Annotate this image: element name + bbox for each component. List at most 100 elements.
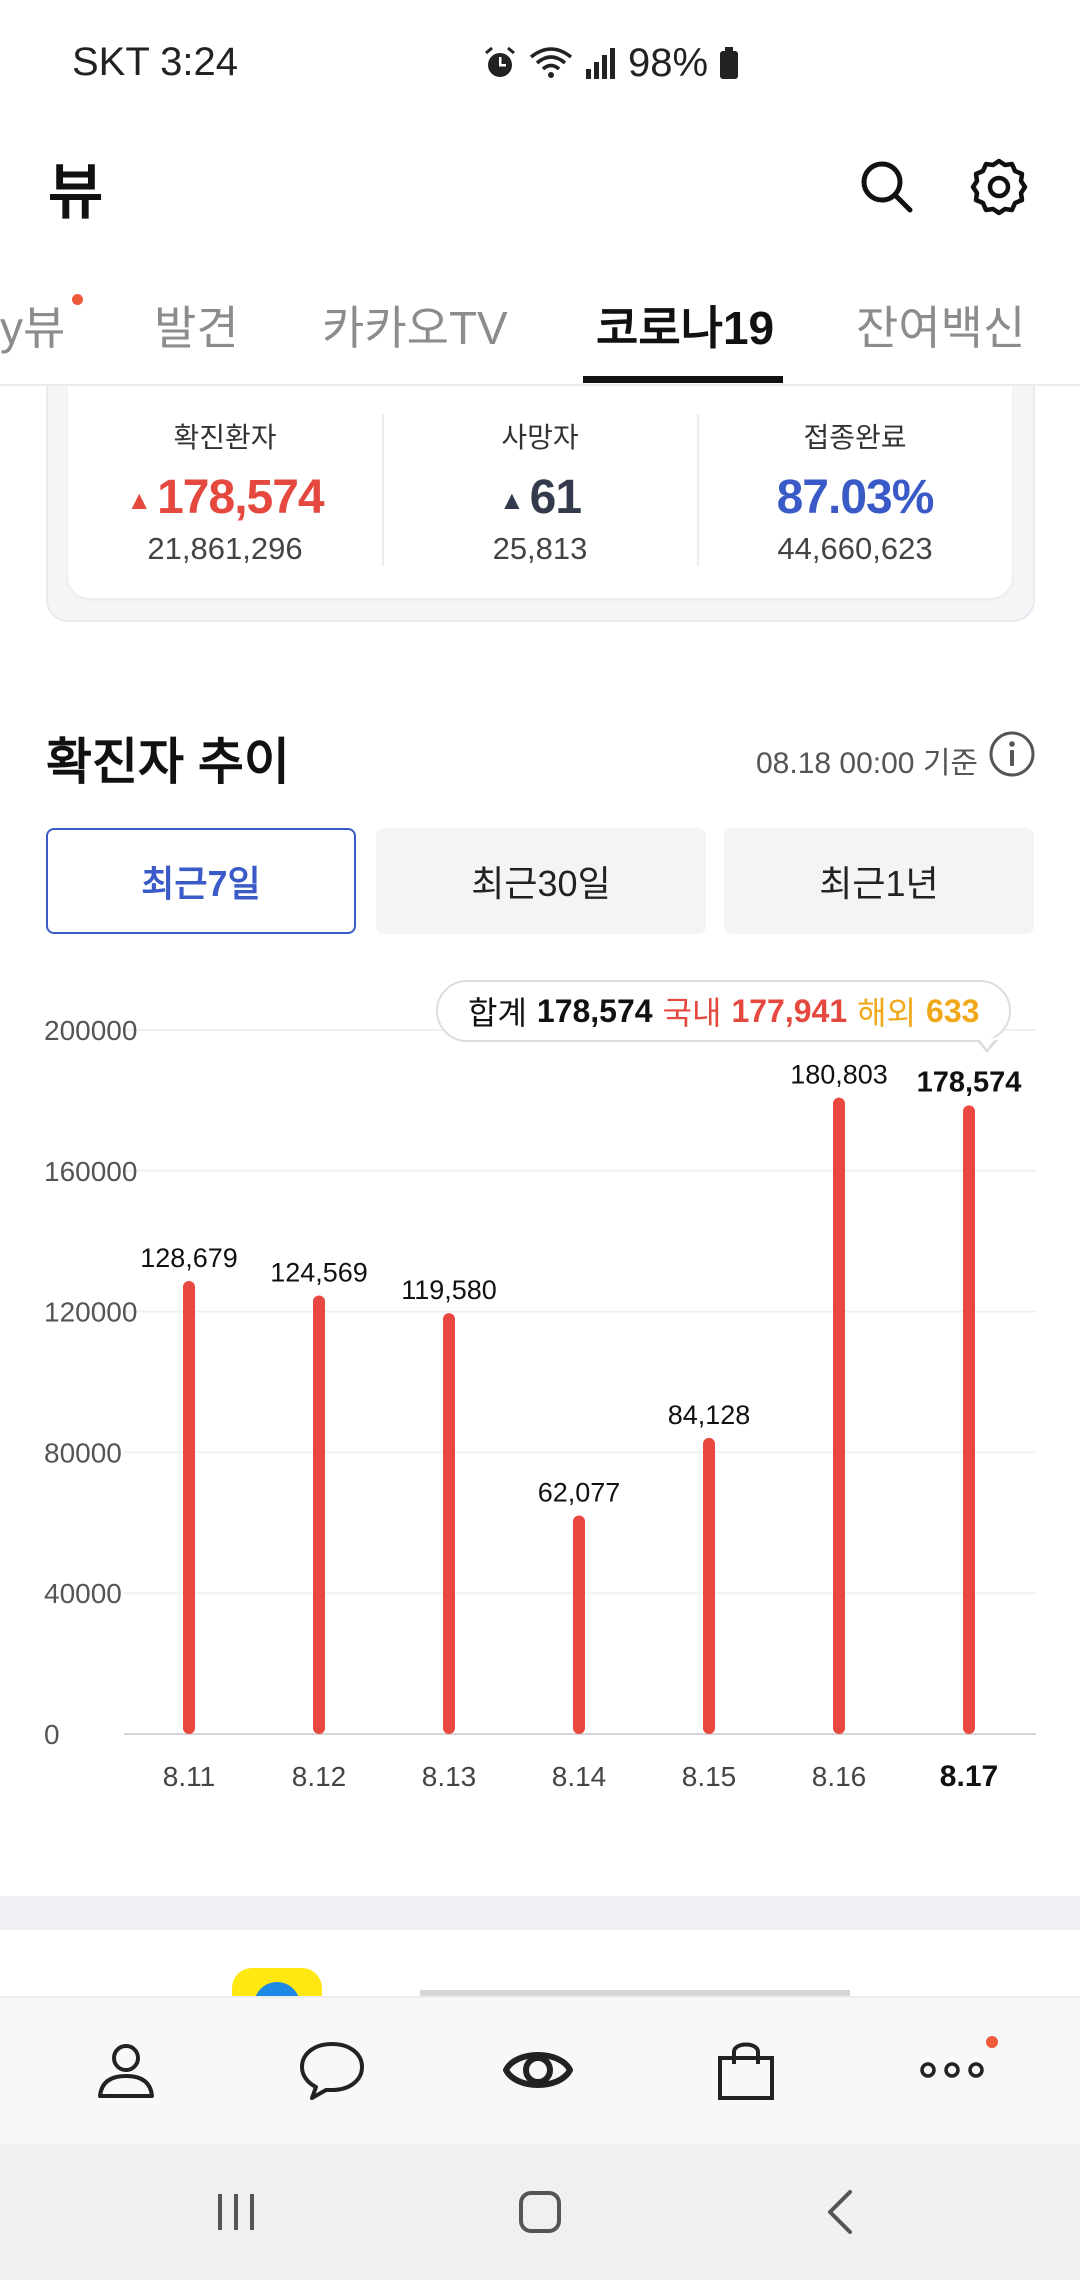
chart-tooltip: 합계 178,574 국내 177,941 해외 633 [436, 980, 1012, 1042]
active-tab-indicator [583, 376, 783, 383]
stat-deaths-label: 사망자 [501, 422, 579, 453]
y-tick-label: 200000 [44, 1015, 137, 1046]
range-30days-button[interactable]: 최근30일 [376, 828, 706, 934]
stat-confirmed-value: 178,574 [157, 471, 325, 524]
section-title: 확진자 추이 [46, 734, 290, 790]
range-1year-button[interactable]: 최근1년 [724, 828, 1034, 934]
search-icon [861, 161, 913, 213]
stats-card: 확진환자 ▲ 178,574 21,861,296 사망자 ▲ 61 25,813 … [68, 386, 1012, 598]
nav-view[interactable] [502, 2034, 574, 2106]
peek-text-placeholder [420, 1990, 850, 1996]
stat-deaths-value: 61 [529, 471, 582, 524]
search-button[interactable] [852, 152, 922, 222]
tooltip-overseas-value: 633 [926, 992, 980, 1029]
tooltip-pointer-inner [978, 1038, 996, 1049]
stat-vaccinated-total: 44,660,623 [777, 531, 933, 566]
y-tick-label: 120000 [44, 1297, 137, 1328]
confirmed-trend-chart: 0 40000 80000 120000 160000 200000 128,679 8.11… [44, 1015, 1036, 1793]
section-separator [0, 1896, 1080, 1930]
tooltip-overseas-label: 해외 [857, 995, 917, 1031]
back-button[interactable] [812, 2182, 872, 2242]
home-button[interactable] [510, 2182, 570, 2242]
back-icon [828, 2190, 852, 2234]
info-icon [989, 731, 1035, 777]
stat-divider [382, 414, 384, 566]
app-logo-icon [232, 1968, 322, 1996]
profile-icon [98, 2044, 154, 2098]
chart-bar [313, 1295, 325, 1734]
tab-remaining-vaccine[interactable]: 잔여백신 [856, 302, 1026, 354]
data-label: 119,580 [401, 1275, 497, 1305]
data-label: 180,803 [790, 1060, 888, 1090]
range-7days-button[interactable]: 최근7일 [46, 828, 356, 934]
data-label: 124,569 [270, 1258, 368, 1288]
x-tick-label: 8.11 [163, 1761, 215, 1792]
app-logo-mark [254, 1982, 300, 1996]
recent-apps-button[interactable] [206, 2182, 266, 2242]
x-tick-label: 8.17 [940, 1760, 998, 1793]
data-label: 62,077 [538, 1477, 621, 1507]
app-header: 뷰 [0, 126, 1080, 250]
stat-deaths-value-row: ▲ 61 [383, 470, 697, 525]
stat-confirmed-label: 확진환자 [173, 422, 277, 453]
tab-my-view[interactable]: y뷰 [0, 302, 66, 354]
stat-vaccinated-value: 87.03% [776, 471, 935, 524]
nav-chats[interactable] [296, 2034, 368, 2106]
up-arrow-icon: ▲ [126, 484, 152, 515]
nav-friends[interactable] [90, 2034, 162, 2106]
chat-icon [300, 2042, 364, 2100]
up-arrow-icon: ▲ [498, 484, 525, 515]
chart-bar [703, 1437, 715, 1734]
view-icon [503, 2052, 573, 2088]
tab-kakaotv[interactable]: 카카오TV [322, 302, 508, 354]
stat-confirmed-value-row: ▲ 178,574 [68, 470, 382, 525]
settings-button[interactable] [964, 152, 1034, 222]
x-tick-label: 8.14 [552, 1761, 607, 1792]
recent-apps-icon [218, 2194, 254, 2230]
chart-bar [443, 1313, 455, 1734]
next-card-peek[interactable] [0, 1930, 1080, 1996]
tooltip-total-value: 178,574 [536, 992, 653, 1029]
stat-confirmed-total: 21,861,296 [147, 531, 303, 566]
tooltip-total-label: 합계 [468, 995, 527, 1031]
info-button[interactable] [988, 730, 1036, 778]
wifi-icon [529, 47, 573, 78]
stat-divider [697, 414, 699, 566]
page-title: 뷰 [48, 159, 104, 226]
y-tick-label: 0 [44, 1719, 60, 1750]
stat-confirmed: 확진환자 ▲ 178,574 21,861,296 [68, 416, 382, 567]
stat-deaths: 사망자 ▲ 61 25,813 [383, 416, 697, 567]
new-badge-dot [72, 294, 83, 305]
notification-dot [986, 2036, 998, 2048]
status-carrier-time: SKT 3:24 [72, 40, 239, 84]
gear-icon [970, 158, 1028, 216]
home-icon [519, 2191, 561, 2233]
battery-percent: 98% [628, 40, 709, 85]
x-tick-label: 8.12 [292, 1761, 347, 1792]
chart-bar [573, 1515, 585, 1734]
more-icon [920, 2062, 984, 2078]
data-label: 84,128 [668, 1400, 751, 1430]
data-label: 178,574 [917, 1066, 1022, 1098]
stat-deaths-total: 25,813 [492, 531, 588, 566]
y-tick-label: 80000 [44, 1437, 122, 1468]
x-tick-label: 8.15 [682, 1761, 737, 1792]
x-tick-label: 8.16 [812, 1761, 867, 1792]
alarm-icon [485, 46, 515, 77]
stat-vaccinated: 접종완료 87.03% 44,660,623 [698, 416, 1012, 567]
bottom-nav [0, 1996, 1080, 2144]
chart-bar [963, 1105, 975, 1734]
nav-more[interactable] [916, 2034, 988, 2106]
signal-icon [586, 48, 615, 79]
tooltip-domestic-label: 국내 [662, 995, 722, 1031]
battery-icon [720, 47, 739, 79]
data-label: 128,679 [140, 1243, 238, 1273]
y-tick-label: 160000 [44, 1156, 137, 1187]
nav-shopping[interactable] [710, 2034, 782, 2106]
tab-discover[interactable]: 발견 [154, 302, 239, 354]
system-nav-bar [0, 2144, 1080, 2280]
tab-covid19[interactable]: 코로나19 [596, 302, 775, 354]
y-tick-label: 40000 [44, 1578, 122, 1609]
x-tick-label: 8.13 [422, 1761, 477, 1792]
chart-bar [183, 1281, 195, 1734]
